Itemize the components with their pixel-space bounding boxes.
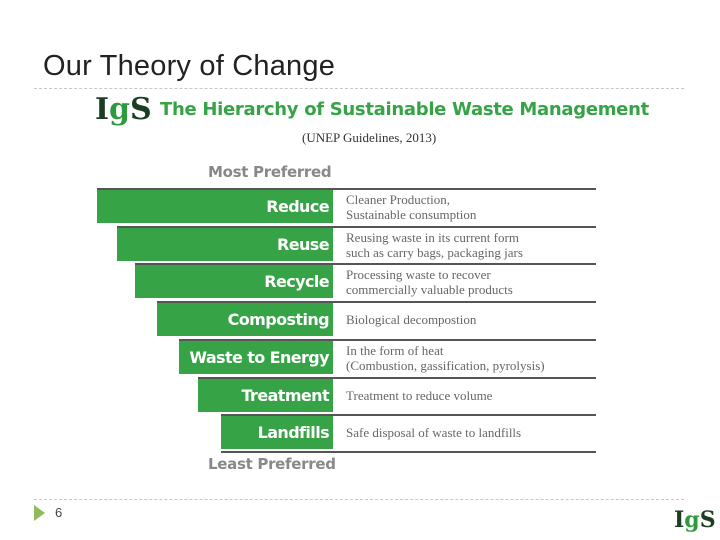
tier-description-line: Cleaner Production, (346, 192, 450, 207)
tier-bar: Reduce (97, 190, 333, 223)
slide-title: Our Theory of Change (43, 50, 336, 82)
tier-bar: Landfills (221, 416, 333, 449)
logo-letter-i: I (674, 507, 685, 533)
tier-divider (157, 301, 596, 303)
tier-divider (97, 188, 596, 190)
tier-description-line: Safe disposal of waste to landfills (346, 425, 522, 440)
logo-letter-s: S (130, 92, 152, 127)
tier-description: Treatment to reduce volume (346, 388, 596, 403)
diagram-title: The Hierarchy of Sustainable Waste Manag… (160, 99, 649, 120)
tier-description-line: In the form of heat (346, 343, 444, 358)
footer-arrow-icon (34, 505, 45, 521)
tier-label: Composting (227, 310, 330, 329)
logo-letter-g: g (684, 507, 700, 533)
title-divider (34, 88, 684, 89)
igs-logo-corner: IgS (674, 507, 716, 533)
tier-label: Landfills (257, 423, 330, 442)
tier-label: Reuse (277, 235, 330, 254)
logo-letter-g: g (109, 92, 131, 127)
tier-divider (135, 263, 596, 265)
page-number: 6 (55, 505, 63, 520)
tier-bar: Reuse (117, 228, 333, 261)
logo-letter-i: I (95, 92, 110, 127)
tier-description-line: Sustainable consumption (346, 207, 477, 222)
least-preferred-label: Least Preferred (208, 455, 336, 473)
tier-bar: Recycle (135, 265, 333, 298)
tier-bar: Waste to Energy (179, 341, 333, 374)
tier-description-line: such as carry bags, packaging jars (346, 245, 523, 260)
tier-description-line: Biological decompostion (346, 312, 477, 327)
tier-label: Recycle (264, 272, 329, 291)
tier-bar: Treatment (198, 379, 333, 412)
tier-description: Biological decompostion (346, 312, 596, 327)
most-preferred-label: Most Preferred (208, 163, 332, 181)
tier-label: Reduce (266, 197, 329, 216)
tier-divider (221, 414, 596, 416)
tier-description-line: Processing waste to recover (346, 267, 491, 282)
tier-description: Cleaner Production, Sustainable consumpti… (346, 192, 596, 222)
tier-divider (221, 451, 596, 453)
tier-bar: Composting (157, 303, 333, 336)
tier-description-line: (Combustion, gassification, pyrolysis) (346, 358, 545, 373)
tier-description-line: Treatment to reduce volume (346, 388, 493, 403)
tier-description: Safe disposal of waste to landfills (346, 425, 596, 440)
tier-divider (198, 377, 596, 379)
tier-description: Reusing waste in its current form such as… (346, 230, 596, 260)
tier-description: Processing waste to recover commercially … (346, 267, 596, 297)
tier-divider (117, 226, 596, 228)
logo-letter-s: S (699, 507, 716, 533)
tier-divider (179, 339, 596, 341)
tier-description: In the form of heat (Combustion, gassific… (346, 343, 596, 373)
diagram-subtitle: (UNEP Guidelines, 2013) (302, 130, 437, 145)
tier-description-line: commercially valuable products (346, 282, 513, 297)
footer-divider (34, 499, 684, 500)
tier-description-line: Reusing waste in its current form (346, 230, 519, 245)
tier-label: Treatment (241, 386, 329, 405)
igs-logo: IgS (95, 92, 152, 127)
tier-label: Waste to Energy (189, 348, 329, 367)
